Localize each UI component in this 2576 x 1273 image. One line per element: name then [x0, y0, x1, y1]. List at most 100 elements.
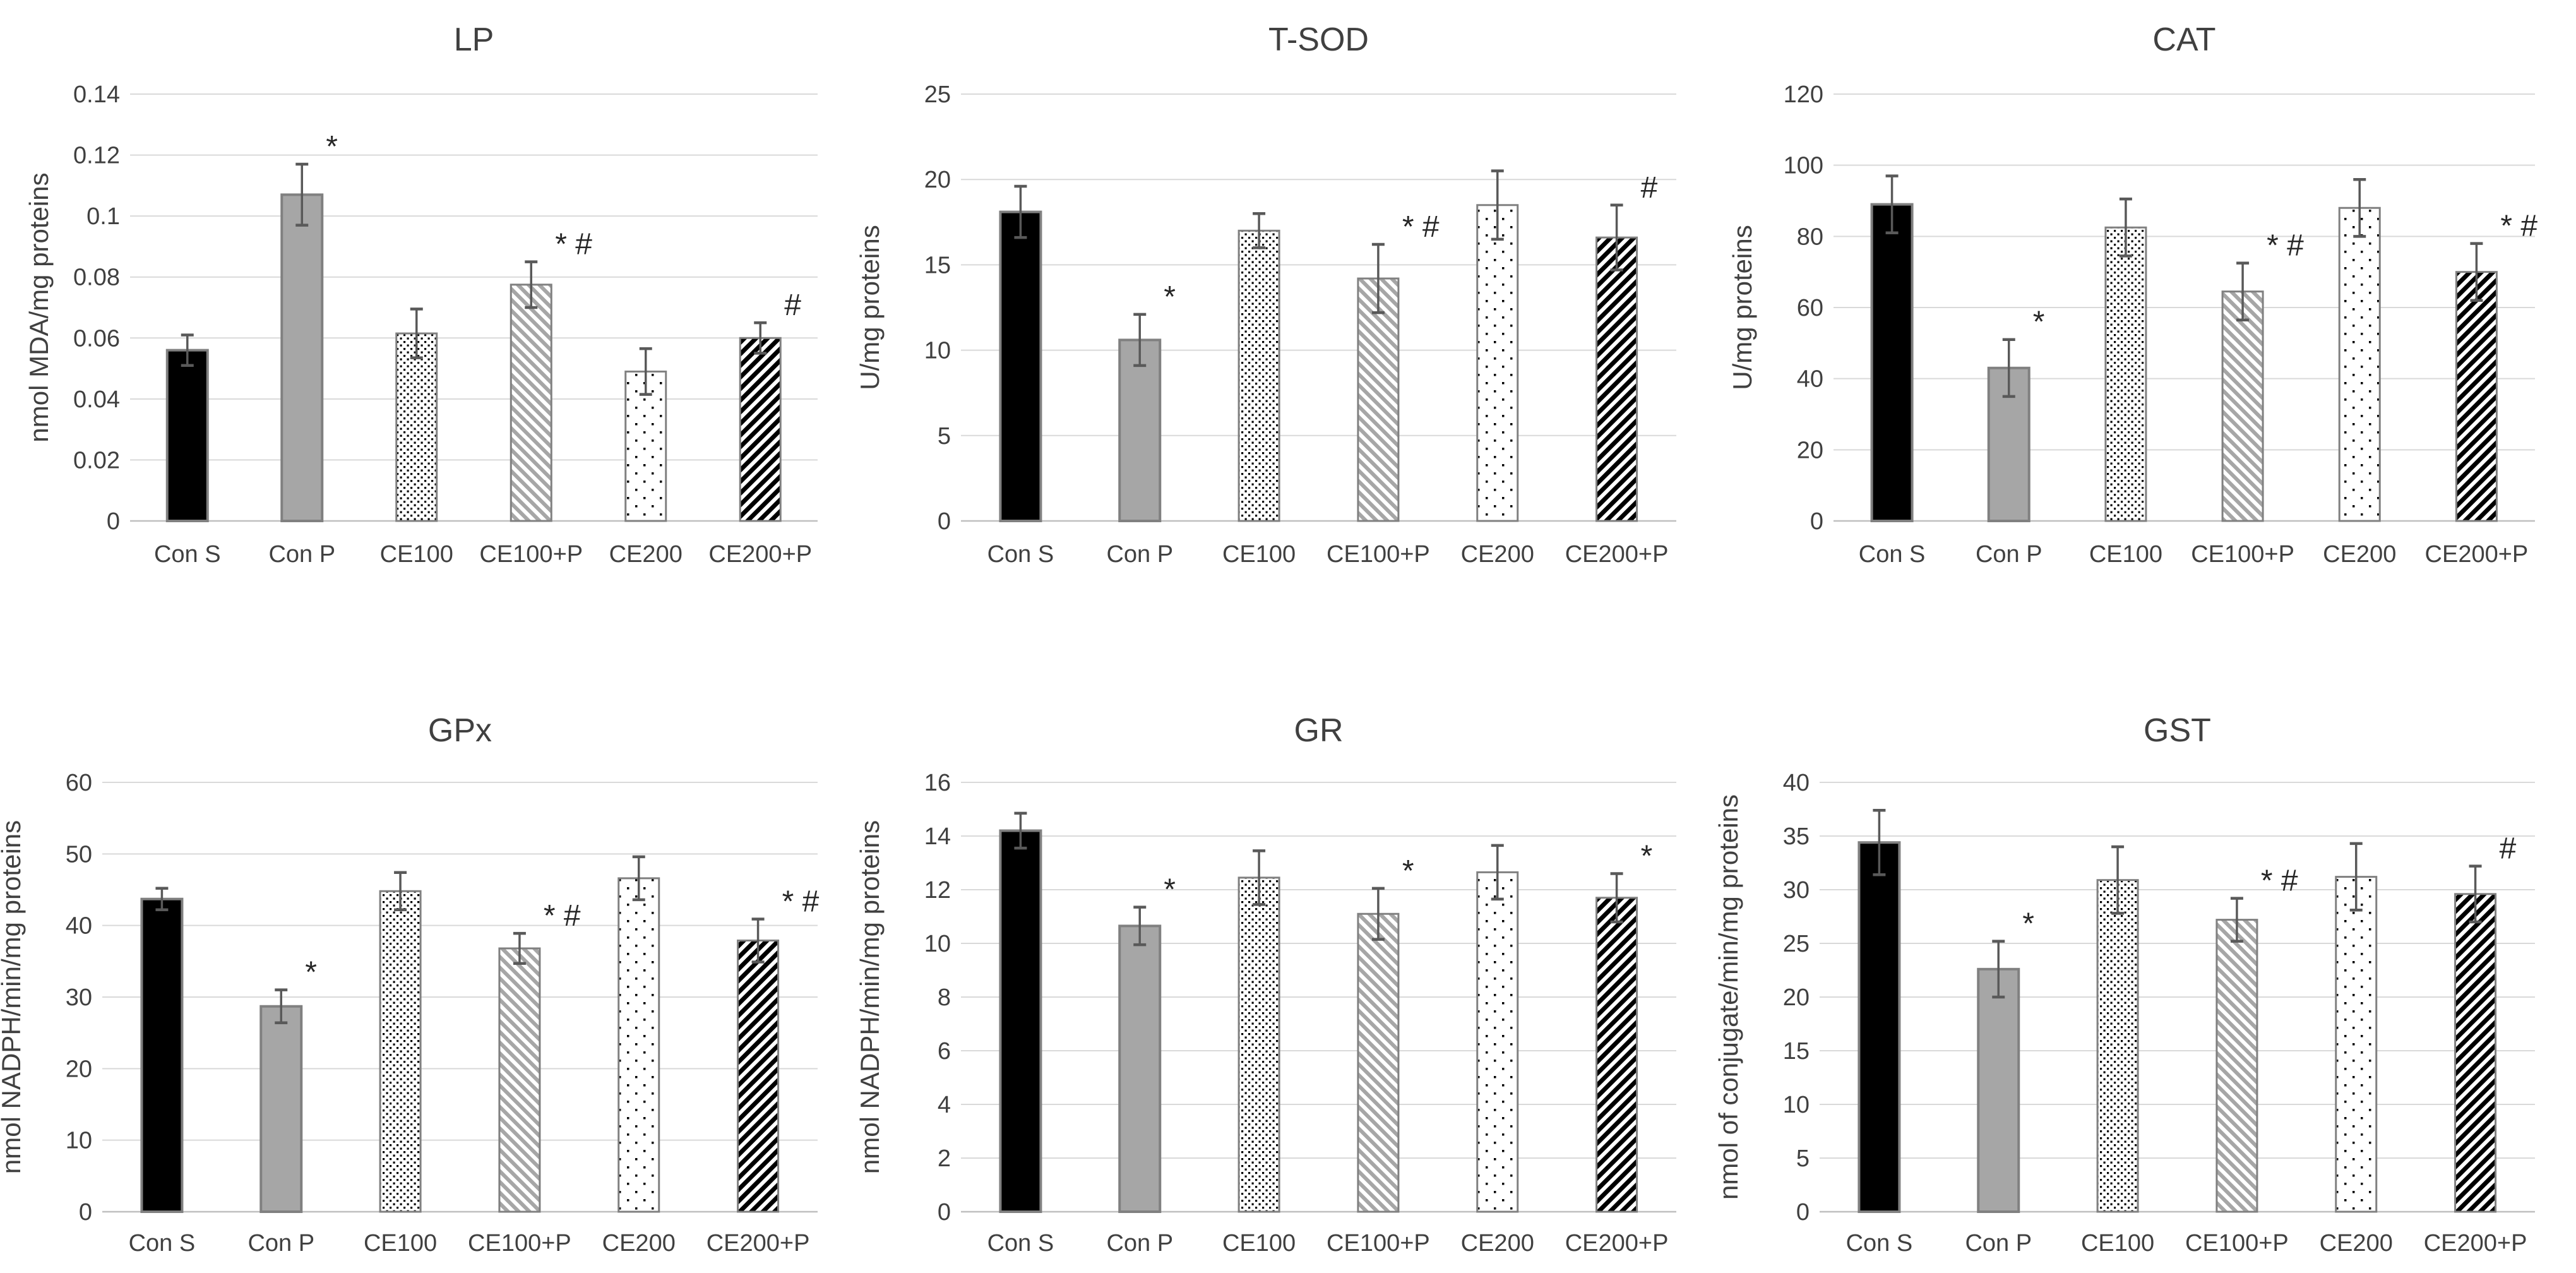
y-tick-label: 0.02 — [73, 447, 120, 474]
x-tick-label: Con P — [268, 541, 335, 568]
y-tick-label: 0 — [79, 1199, 92, 1226]
y-tick-label: 20 — [66, 1056, 92, 1082]
y-tick-label: 40 — [1783, 770, 1810, 796]
y-tick-label: 0.12 — [73, 143, 120, 169]
bar-ce200 — [624, 370, 667, 522]
x-tick-label: CE200 — [2323, 541, 2396, 568]
y-tick-label: 0 — [1796, 1199, 1810, 1226]
bar-con-p — [1977, 967, 2020, 1213]
bar-ce100 — [2104, 226, 2147, 522]
bar-ce100-p — [510, 284, 552, 522]
bar-ce200-p — [1595, 897, 1638, 1213]
y-tick-label: 0 — [107, 508, 120, 535]
y-tick-label: 6 — [938, 1038, 951, 1065]
x-tick-label: CE200 — [602, 1230, 676, 1257]
y-tick-label: 0.08 — [73, 265, 120, 291]
y-tick-label: 20 — [1783, 984, 1810, 1011]
x-tick-label: CE200+P — [1565, 541, 1669, 568]
bar-ce100-p — [2221, 290, 2264, 522]
y-tick-label: 0 — [938, 1199, 951, 1226]
x-tick-label: CE100 — [1222, 541, 1296, 568]
y-tick-label: 0 — [1810, 508, 1823, 535]
y-tick-label: 10 — [924, 931, 951, 957]
y-axis-label: nmol NADPH/min/mg proteins — [859, 820, 885, 1174]
bar-ce100-p — [498, 947, 541, 1213]
x-tick-label: CE100+P — [479, 541, 583, 568]
bar-ce200-p — [737, 939, 780, 1213]
bar-ce100 — [1237, 229, 1280, 522]
y-tick-label: 25 — [924, 81, 951, 108]
bar-con-s — [1870, 203, 1914, 522]
significance-annotation: * # — [2261, 864, 2298, 898]
bar-ce100 — [2096, 879, 2139, 1213]
x-tick-label: Con S — [987, 541, 1054, 568]
significance-annotation: # — [784, 289, 801, 322]
x-tick-label: CE100+P — [1327, 1230, 1430, 1257]
x-tick-label: CE200+P — [707, 1230, 810, 1257]
x-tick-label: Con P — [1106, 1230, 1173, 1257]
y-axis-label: U/mg proteins — [859, 225, 885, 390]
x-tick-label: CE100+P — [2191, 541, 2294, 568]
y-tick-label: 0.06 — [73, 325, 120, 352]
y-tick-label: 10 — [924, 338, 951, 364]
x-tick-label: CE200+P — [2424, 1230, 2527, 1257]
x-tick-label: Con P — [247, 1230, 314, 1257]
significance-annotation: * # — [555, 228, 592, 261]
bar-ce100-p — [1357, 912, 1400, 1213]
chart-cell-gst: GST nmol of conjugate/min/mg proteins 0 5 10… — [1717, 636, 2576, 1273]
chart-cell-gr: GR nmol NADPH/min/mg proteins 0 2 4 6 8 10 12 14 1… — [859, 636, 1717, 1273]
y-tick-label: 8 — [938, 984, 951, 1011]
x-tick-label: CE200 — [1461, 1230, 1534, 1257]
significance-annotation: * # — [782, 885, 820, 918]
x-tick-label: Con S — [1859, 541, 1926, 568]
significance-annotation: # — [2500, 832, 2517, 866]
bar-con-p — [1118, 924, 1162, 1213]
x-tick-label: CE100 — [364, 1230, 437, 1257]
bar-ce100-p — [1357, 277, 1400, 522]
y-tick-label: 20 — [924, 167, 951, 193]
chart-cell-lp: LP nmol MDA/mg proteins 0 0.02 0.04 0.06 0.08 0… — [0, 0, 859, 636]
chart-title: CAT — [2152, 21, 2215, 58]
y-tick-label: 80 — [1797, 224, 1823, 250]
y-tick-label: 15 — [1783, 1038, 1810, 1065]
significance-annotation: * — [2022, 907, 2034, 941]
bar-ce200 — [2335, 876, 2378, 1213]
chart-cell-gpx: GPx nmol NADPH/min/mg proteins 0 10 20 30 40 50… — [0, 636, 859, 1273]
significance-annotation: * — [1641, 840, 1653, 873]
x-tick-label: CE200 — [1461, 541, 1534, 568]
x-tick-label: CE100+P — [1327, 541, 1430, 568]
bar-con-s — [1857, 841, 1901, 1213]
y-tick-label: 10 — [66, 1128, 92, 1154]
chart-gr: GR nmol NADPH/min/mg proteins 0 2 4 6 8 10 12 14 1… — [859, 712, 1676, 1257]
x-tick-label: CE200 — [2320, 1230, 2393, 1257]
chart-gpx: GPx nmol NADPH/min/mg proteins 0 10 20 30 40 50… — [0, 712, 820, 1257]
y-tick-label: 100 — [1784, 153, 1823, 179]
x-tick-label: CE100 — [2089, 541, 2162, 568]
chart-t-sod: T-SOD U/mg proteins 0 5 10 15 20 25 Con S * Con P C… — [859, 21, 1676, 568]
y-tick-label: 5 — [938, 423, 951, 450]
significance-annotation: * — [326, 130, 338, 164]
bar-ce100-p — [2215, 919, 2258, 1213]
y-tick-label: 30 — [66, 984, 92, 1011]
x-tick-label: CE200+P — [2425, 541, 2529, 568]
y-tick-label: 16 — [924, 770, 951, 796]
significance-annotation: * # — [2500, 210, 2537, 243]
chart-title: GPx — [428, 712, 492, 749]
significance-annotation: * — [305, 956, 317, 989]
x-tick-label: CE200+P — [1565, 1230, 1669, 1257]
bar-ce100 — [395, 332, 438, 522]
x-tick-label: CE100 — [2081, 1230, 2154, 1257]
chart-cat: CAT U/mg proteins 0 20 40 60 80 100 120 Con S * Con… — [1727, 21, 2537, 568]
bar-ce200-p — [2454, 893, 2497, 1213]
bar-con-s — [165, 349, 209, 522]
chart-cell-cat: CAT U/mg proteins 0 20 40 60 80 100 120 Con S * Con… — [1717, 0, 2576, 636]
y-tick-label: 25 — [1783, 931, 1810, 957]
x-tick-label: Con P — [1106, 541, 1173, 568]
y-tick-label: 14 — [924, 823, 951, 850]
y-tick-label: 5 — [1796, 1145, 1810, 1172]
significance-annotation: * — [1402, 854, 1414, 888]
x-tick-label: CE100 — [1222, 1230, 1296, 1257]
y-tick-label: 0.1 — [86, 203, 120, 230]
significance-annotation: * — [2033, 306, 2045, 339]
